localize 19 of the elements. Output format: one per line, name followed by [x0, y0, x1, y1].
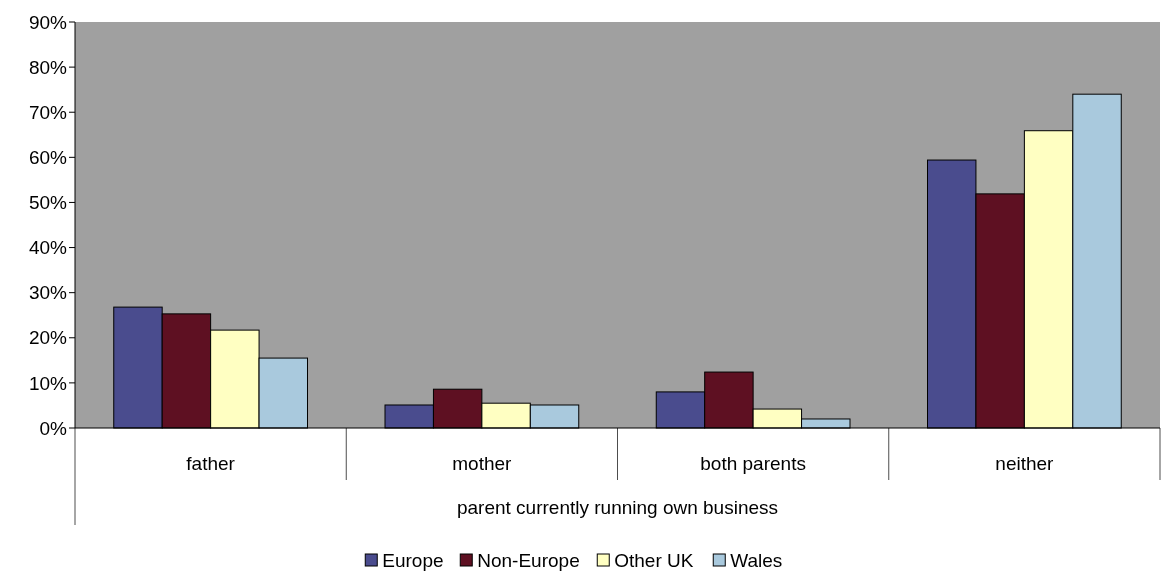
y-tick-label: 50% [28, 192, 68, 214]
legend-label: Europe [382, 550, 444, 571]
y-tick-label: 40% [28, 237, 68, 259]
x-tick-label: father [186, 453, 236, 474]
y-tick-label: 20% [28, 327, 68, 349]
x-tick-label: neither [995, 453, 1055, 474]
y-tick-label: 10% [28, 372, 68, 394]
y-tick-label: 80% [28, 56, 68, 78]
legend-label: Other UK [614, 550, 694, 571]
y-tick-label: 90% [28, 11, 68, 33]
x-tick-label: mother [452, 453, 513, 474]
x-tick-label: both parents [700, 453, 806, 474]
y-tick-label: 0% [39, 417, 68, 439]
legend-label: Non-Europe [477, 550, 580, 571]
x-axis-title: parent currently running own business [456, 497, 779, 518]
y-tick-label: 60% [28, 146, 68, 168]
legend-label: Wales [730, 550, 783, 571]
y-tick-label: 70% [28, 101, 68, 123]
y-tick-label: 30% [28, 282, 68, 304]
